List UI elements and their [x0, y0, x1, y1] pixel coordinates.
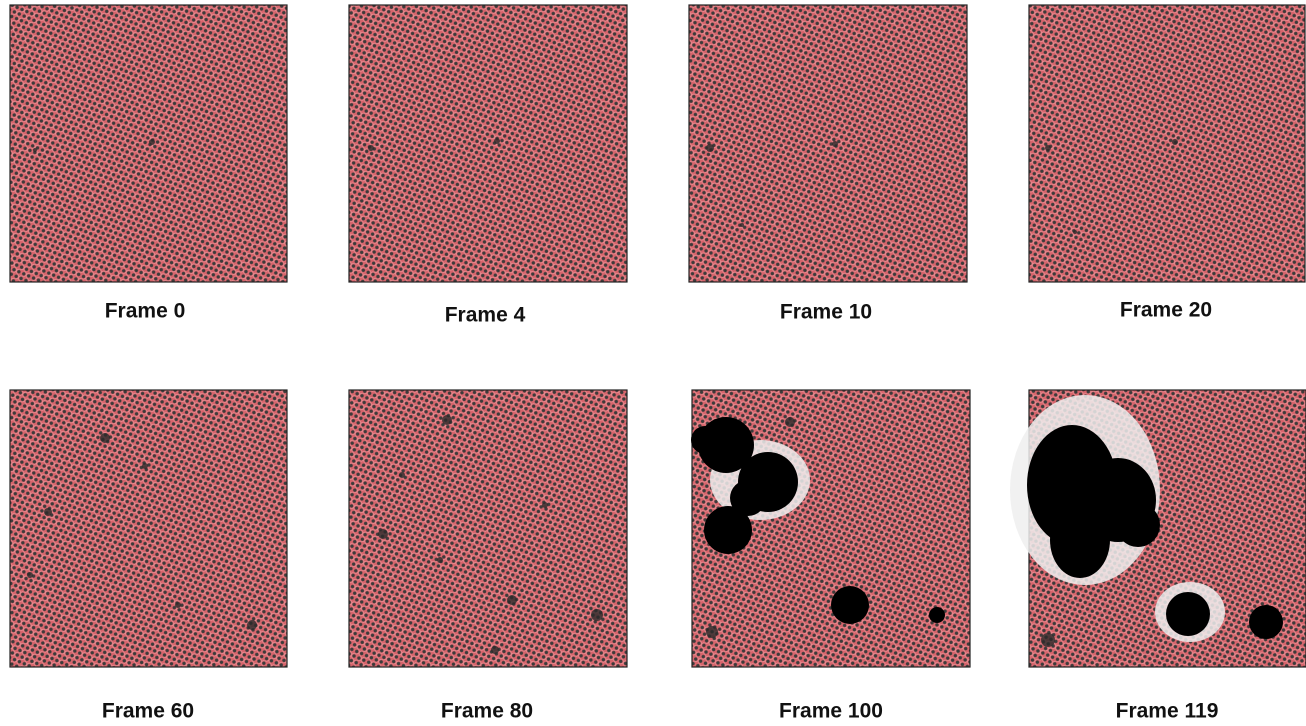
frame-label: Frame 10: [780, 301, 872, 324]
frame-label: Frame 100: [779, 700, 883, 723]
panel: [9, 4, 288, 283]
frame-label: Frame 0: [105, 300, 186, 323]
panel: [1028, 4, 1306, 283]
frame-label: Frame 20: [1120, 299, 1212, 322]
panel: [1010, 389, 1306, 668]
panel: [688, 4, 968, 283]
panel: [9, 389, 288, 668]
frame-label: Frame 4: [445, 304, 526, 327]
panel: [691, 389, 971, 668]
panel: [348, 4, 628, 283]
frame-label: Frame 60: [102, 700, 194, 723]
frame-label: Frame 119: [1116, 700, 1219, 723]
frame-label: Frame 80: [441, 700, 533, 723]
panel: [348, 389, 628, 668]
